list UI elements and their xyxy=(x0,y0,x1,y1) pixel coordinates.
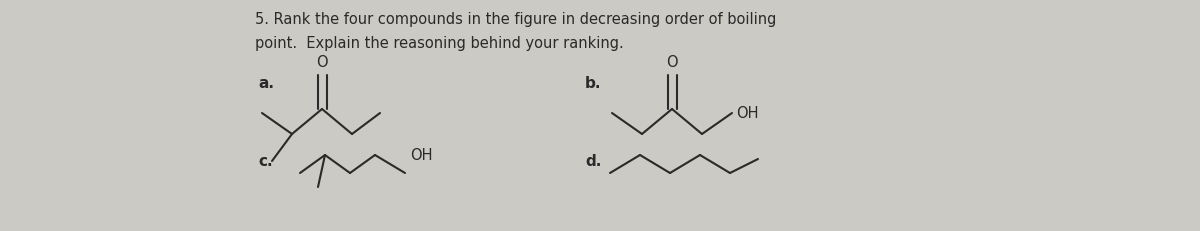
Text: d.: d. xyxy=(586,153,601,168)
Text: 5. Rank the four compounds in the figure in decreasing order of boiling: 5. Rank the four compounds in the figure… xyxy=(254,12,776,27)
Text: c.: c. xyxy=(258,153,272,168)
Text: b.: b. xyxy=(586,76,601,91)
Text: a.: a. xyxy=(258,76,274,91)
Text: point.  Explain the reasoning behind your ranking.: point. Explain the reasoning behind your… xyxy=(254,36,624,51)
Text: O: O xyxy=(666,55,678,70)
Text: OH: OH xyxy=(410,148,432,163)
Text: O: O xyxy=(316,55,328,70)
Text: OH: OH xyxy=(736,106,758,121)
